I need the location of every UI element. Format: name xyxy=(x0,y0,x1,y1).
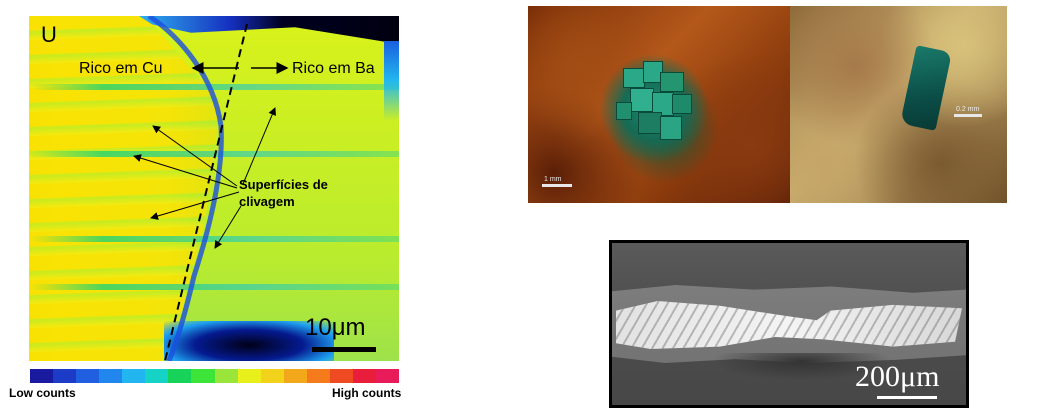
color-swatch xyxy=(260,369,284,383)
crystal xyxy=(660,72,684,92)
color-swatch xyxy=(122,369,146,383)
color-swatch xyxy=(329,369,353,383)
ba-rich-label: Rico em Ba xyxy=(292,60,375,77)
color-band xyxy=(29,84,399,90)
color-swatch xyxy=(53,369,77,383)
cleavage-label-line1: Superfícies de xyxy=(239,177,328,192)
cleavage-arrow xyxy=(152,125,238,187)
color-band xyxy=(29,284,399,290)
element-label: U xyxy=(41,22,57,47)
cleavage-arrow xyxy=(214,205,242,249)
color-swatch xyxy=(191,369,215,383)
map-scale-bar xyxy=(312,347,376,352)
color-swatch xyxy=(352,369,376,383)
element-map-image: U Rico em Cu Rico em Ba Superfícies de c… xyxy=(29,16,399,361)
sem-image: 200μm xyxy=(609,240,969,408)
mineral-photo-left: 1 mm xyxy=(528,6,790,203)
sem-scale-label: 200μm xyxy=(855,360,940,393)
color-swatch xyxy=(30,369,54,383)
grain-boundary xyxy=(147,16,224,361)
map-scale-label: 10μm xyxy=(305,314,366,341)
cleavage-arrow xyxy=(242,107,276,185)
color-swatch xyxy=(76,369,100,383)
color-band xyxy=(29,236,399,242)
dashed-divider-line xyxy=(164,23,248,361)
color-swatch xyxy=(237,369,261,383)
color-scale-bar xyxy=(30,369,399,383)
cleavage-label: Superfícies de clivagem xyxy=(239,176,359,210)
cleavage-arrow xyxy=(133,154,238,189)
map-annotations xyxy=(133,16,289,361)
photo-scale-bar xyxy=(542,184,572,187)
mineral-photo-right: 0.2 mm xyxy=(790,6,1007,203)
high-counts-label: High counts xyxy=(332,386,402,400)
crystal xyxy=(672,94,692,114)
color-swatch xyxy=(99,369,123,383)
photo-scale-label: 0.2 mm xyxy=(956,106,980,113)
crystal xyxy=(623,68,645,88)
sem-scale-bar xyxy=(877,396,937,399)
cleavage-label-line2: clivagem xyxy=(239,194,295,209)
crystal xyxy=(660,116,682,140)
photo-scale-bar xyxy=(954,114,982,117)
color-swatch xyxy=(145,369,169,383)
color-swatch xyxy=(168,369,192,383)
dark-zone xyxy=(712,353,892,381)
crystal xyxy=(616,102,632,120)
bottom-low-counts-zone xyxy=(164,321,334,361)
cleavage-arrow xyxy=(150,191,240,220)
color-band xyxy=(29,151,399,157)
color-swatch xyxy=(375,369,399,383)
crystal xyxy=(900,45,952,131)
crystal xyxy=(638,112,662,134)
color-swatch xyxy=(283,369,307,383)
color-swatch xyxy=(214,369,238,383)
cu-rich-label: Rico em Cu xyxy=(79,60,163,77)
color-swatch xyxy=(306,369,330,383)
edge-low-counts-zone xyxy=(384,41,399,121)
low-counts-label: Low counts xyxy=(9,386,76,400)
photo-scale-label: 1 mm xyxy=(544,176,562,183)
crystal xyxy=(630,88,654,112)
